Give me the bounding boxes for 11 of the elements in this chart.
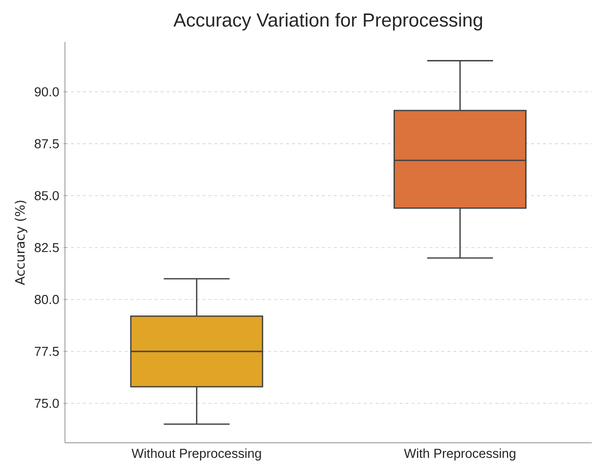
y-tick-label: 87.5 [34,139,59,148]
y-tick-label: 85.0 [34,191,59,200]
x-tick-label: Without Preprocessing [132,448,261,461]
y-tick-label: 75.0 [34,398,59,408]
y-tick-label: 77.5 [34,347,59,356]
y-tick-label: 80.0 [34,295,59,304]
x-tick-label: With Preprocessing [404,448,516,461]
y-axis-title: Accuracy (%) [14,200,28,286]
y-tick-label: 90.0 [34,87,59,96]
y-tick-label: 82.5 [34,243,59,252]
chart-title: Accuracy Variation for Preprocessing [173,12,482,31]
